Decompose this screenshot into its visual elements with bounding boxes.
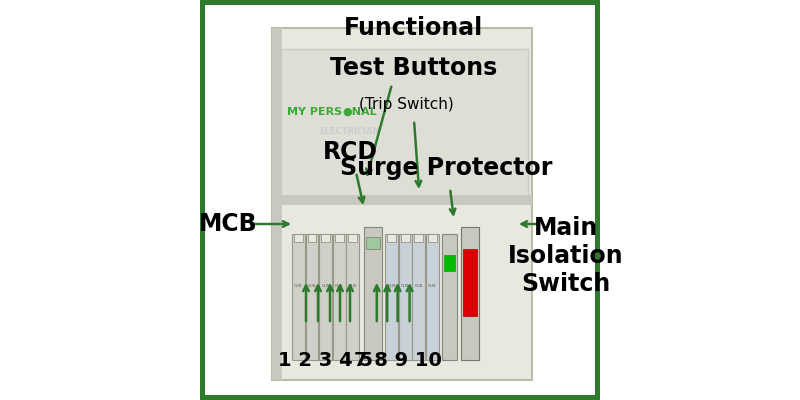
Bar xyxy=(334,234,344,242)
Text: MY PERS: MY PERS xyxy=(287,107,342,117)
Text: (Trip Switch): (Trip Switch) xyxy=(358,96,454,112)
Text: 1 2 3 4 5: 1 2 3 4 5 xyxy=(278,350,374,370)
Bar xyxy=(333,234,346,360)
Bar xyxy=(294,234,302,242)
Text: CUS: CUS xyxy=(414,284,423,288)
Text: Functional: Functional xyxy=(344,16,484,40)
Text: CUS: CUS xyxy=(335,284,343,288)
Bar xyxy=(276,49,528,197)
Text: CUS: CUS xyxy=(401,284,410,288)
Bar xyxy=(442,234,457,360)
Bar xyxy=(276,195,532,205)
Bar xyxy=(413,234,426,360)
Text: CUS: CUS xyxy=(322,284,330,288)
Text: CUS: CUS xyxy=(387,284,396,288)
Bar xyxy=(321,234,330,242)
Bar xyxy=(426,234,438,360)
Bar xyxy=(272,28,532,380)
Text: ELECTRICIAN: ELECTRICIAN xyxy=(320,128,380,136)
Bar xyxy=(319,234,332,360)
Bar xyxy=(308,234,317,242)
Text: MCB: MCB xyxy=(198,212,258,236)
Bar xyxy=(364,227,382,360)
Text: CUS: CUS xyxy=(428,284,437,288)
Bar xyxy=(292,234,305,360)
Text: Surge Protector: Surge Protector xyxy=(340,156,552,180)
Text: ●NAL: ●NAL xyxy=(342,107,377,117)
Bar xyxy=(462,249,477,316)
Text: CUS: CUS xyxy=(308,284,316,288)
Bar xyxy=(386,234,398,360)
Bar xyxy=(349,234,357,242)
Bar xyxy=(346,234,359,360)
Bar xyxy=(272,28,282,380)
Bar xyxy=(387,234,396,242)
Text: RCD: RCD xyxy=(322,140,378,164)
Bar xyxy=(414,234,423,242)
Text: CUS: CUS xyxy=(349,284,357,288)
Text: Test Buttons: Test Buttons xyxy=(330,56,498,80)
Bar xyxy=(443,255,454,271)
Text: CUS: CUS xyxy=(294,284,302,288)
Bar xyxy=(428,234,437,242)
Bar xyxy=(366,237,380,249)
Text: Main
Isolation
Switch: Main Isolation Switch xyxy=(508,216,624,296)
Bar xyxy=(398,234,412,360)
Text: 7 8 9 10: 7 8 9 10 xyxy=(354,350,442,370)
Bar xyxy=(461,227,478,360)
Bar xyxy=(306,234,318,360)
Bar xyxy=(401,234,410,242)
